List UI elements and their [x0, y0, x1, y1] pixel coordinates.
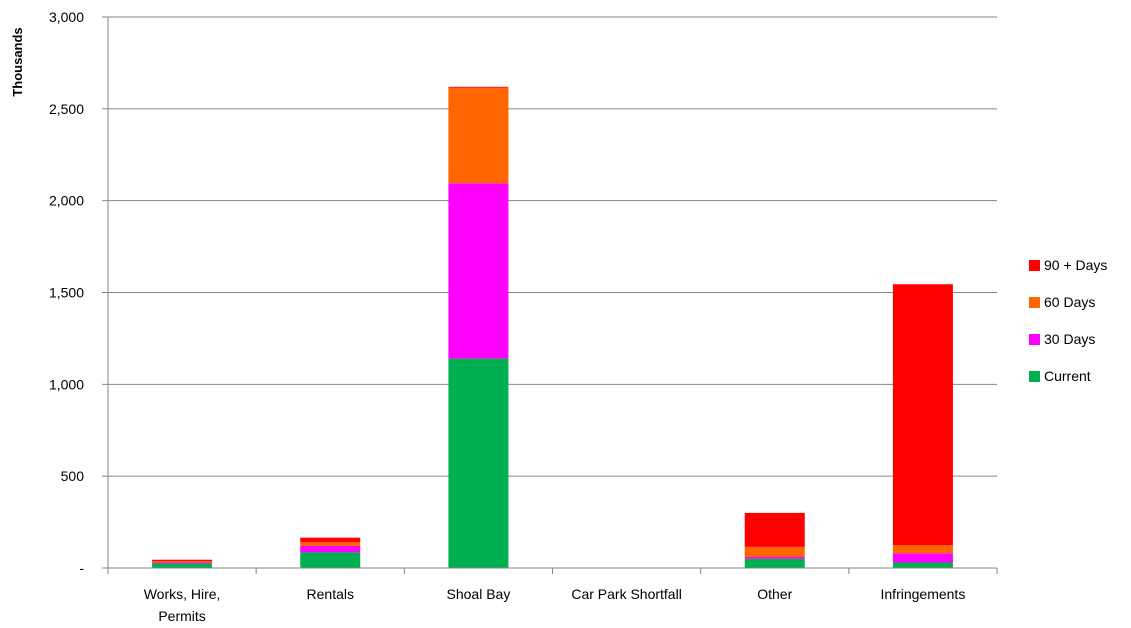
bar-segment [300, 542, 361, 546]
bars [152, 86, 953, 568]
y-tick-label: - [79, 560, 84, 576]
legend: 90 + Days 60 Days 30 Days Current [1029, 257, 1107, 384]
bar-segment [300, 545, 361, 553]
bar-segment [152, 559, 213, 562]
bar-segment [152, 562, 213, 564]
bar-segment [448, 87, 509, 184]
legend-swatch [1029, 297, 1040, 308]
bar-segment [744, 556, 805, 559]
gridlines [108, 16, 997, 477]
legend-label: 30 Days [1044, 331, 1095, 347]
y-tick-label: 2,500 [49, 101, 84, 117]
bar-segment [744, 512, 805, 547]
bar-segment [448, 358, 509, 568]
y-tick-label: 2,000 [49, 193, 84, 209]
x-tick-label: Rentals [307, 586, 354, 602]
legend-swatch [1029, 260, 1040, 271]
bar-segment [152, 561, 213, 563]
bar-segment [448, 86, 509, 88]
legend-label: Current [1044, 368, 1091, 384]
bar-segment [892, 284, 953, 546]
bar-segment [892, 562, 953, 568]
bar-segment [744, 546, 805, 557]
y-tick-label: 1,000 [49, 376, 84, 392]
x-tick-label: Other [757, 586, 792, 602]
x-tick-label: Infringements [881, 586, 966, 602]
bar-segment [892, 545, 953, 554]
y-tick-label: 3,000 [49, 9, 84, 25]
bar-segment [448, 183, 509, 359]
x-tick-label: Permits [158, 608, 205, 624]
y-tick-label: 1,500 [49, 285, 84, 301]
legend-swatch [1029, 334, 1040, 345]
bar-segment [744, 558, 805, 568]
legend-swatch [1029, 371, 1040, 382]
axes: - 500 1,000 1,500 2,000 2,500 3,000 Works, Hire… [49, 9, 998, 624]
legend-label: 90 + Days [1044, 257, 1107, 273]
y-tick-label: 500 [61, 468, 85, 484]
x-tick-label: Car Park Shortfall [571, 586, 681, 602]
bar-segment [892, 553, 953, 563]
bar-segment [152, 563, 213, 568]
x-tick-label: Works, Hire, [144, 586, 221, 602]
y-axis-title: Thousands [10, 27, 25, 96]
bar-segment [300, 537, 361, 543]
x-tick-label: Shoal Bay [447, 586, 511, 602]
bar-segment [300, 552, 361, 568]
legend-label: 60 Days [1044, 294, 1095, 310]
